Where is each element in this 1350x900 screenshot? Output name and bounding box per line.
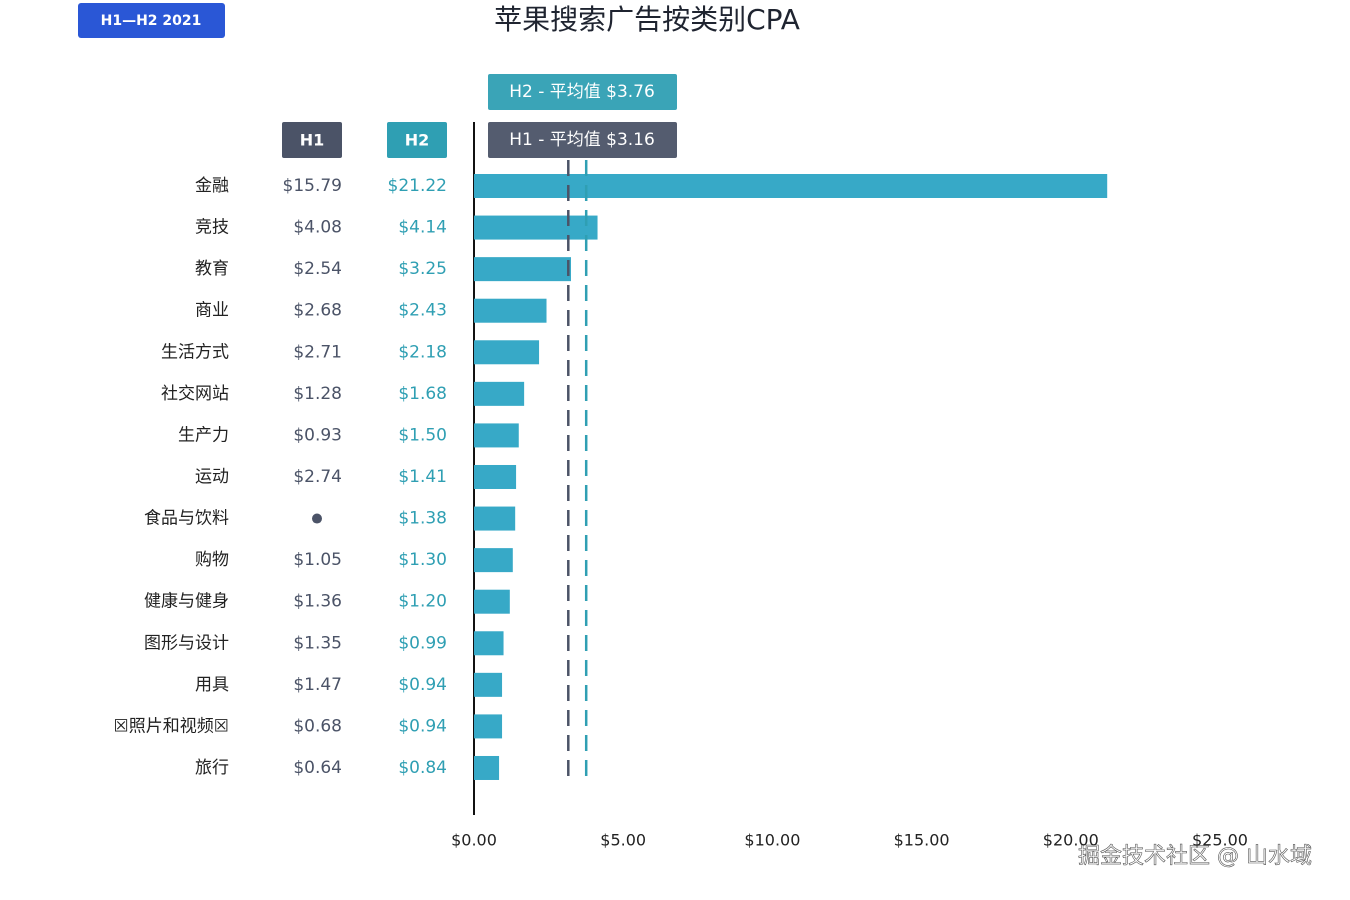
value-label: $1.28 — [293, 384, 342, 404]
bar — [474, 589, 510, 614]
category-label: 健康与健身 — [144, 592, 229, 612]
value-label: $0.93 — [293, 425, 342, 445]
bar — [474, 174, 1108, 198]
value-label: $1.05 — [293, 550, 342, 570]
bar — [474, 257, 571, 282]
category-label: 购物 — [195, 550, 229, 570]
badge: H1—H2 2021 — [101, 13, 202, 29]
value-label: $2.68 — [293, 301, 342, 321]
value-label: $1.41 — [398, 467, 447, 487]
category-label: 食品与饮料 — [144, 509, 229, 529]
missing-value-dot — [312, 513, 322, 524]
value-label: $0.68 — [293, 716, 342, 736]
series-header-box — [387, 122, 447, 158]
legend-entry: H2 — [405, 131, 430, 150]
value-label: $0.94 — [398, 716, 447, 736]
bar — [474, 548, 513, 573]
value-label: $0.94 — [398, 675, 447, 695]
category-label: 运动 — [195, 467, 229, 487]
value-label: $1.20 — [398, 592, 447, 612]
reference-label-box — [488, 122, 677, 158]
bar — [474, 672, 503, 697]
x-tick-label: $5.00 — [600, 831, 646, 850]
x-tick-label: $15.00 — [894, 831, 950, 850]
reference-label-box — [488, 74, 677, 110]
bar — [474, 423, 519, 448]
bar — [474, 506, 516, 531]
value-label: $2.71 — [293, 342, 342, 362]
value-label: $1.38 — [398, 509, 447, 529]
category-label: 生产力 — [178, 425, 229, 445]
bar — [474, 755, 500, 780]
value-label: $21.22 — [388, 176, 447, 196]
watermark: 掘金技术社区 @ 山水域 — [1078, 844, 1312, 869]
category-label: 竞技 — [195, 218, 229, 238]
bar — [474, 464, 517, 489]
value-label: $1.50 — [398, 425, 447, 445]
value-label: $1.30 — [398, 550, 447, 570]
category-label: 生活方式 — [161, 342, 229, 362]
value-label: $2.43 — [398, 301, 447, 321]
value-label: $0.64 — [293, 758, 342, 778]
value-label: $2.18 — [398, 342, 447, 362]
category-label: 教育 — [195, 259, 229, 279]
value-label: $15.79 — [283, 176, 342, 196]
badge-box — [78, 3, 225, 38]
category-label: 金融 — [195, 176, 229, 196]
value-label: $2.54 — [293, 259, 342, 279]
category-label: ☒照片和视频☒ — [114, 716, 229, 736]
x-tick-label: $0.00 — [451, 831, 497, 850]
bar — [474, 631, 504, 656]
category-label: 用具 — [195, 675, 229, 695]
bar — [474, 714, 503, 739]
value-label: $1.36 — [293, 592, 342, 612]
reference-label: H1 - 平均值 $3.16 — [509, 130, 655, 150]
bar — [474, 381, 525, 406]
value-label: $4.14 — [398, 218, 447, 238]
value-label: $0.99 — [398, 633, 447, 653]
legend-entry: H1 — [300, 131, 325, 150]
bar — [474, 298, 547, 323]
x-tick-label: $25.00 — [1192, 831, 1248, 850]
value-label: $2.74 — [293, 467, 342, 487]
value-label: $3.25 — [398, 259, 447, 279]
category-label: 旅行 — [195, 758, 229, 778]
category-label: 社交网站 — [161, 384, 229, 404]
category-label: 商业 — [195, 301, 229, 321]
reference-label: H2 - 平均值 $3.76 — [509, 82, 655, 102]
value-label: $1.68 — [398, 384, 447, 404]
category-label: 图形与设计 — [144, 633, 229, 653]
x-tick-label: $10.00 — [744, 831, 800, 850]
value-label: $1.47 — [293, 675, 342, 695]
bar — [474, 340, 540, 365]
x-tick-label: $20.00 — [1043, 831, 1099, 850]
value-label: $0.84 — [398, 758, 447, 778]
chart-title: 苹果搜索广告按类别CPA — [494, 3, 800, 36]
value-label: $1.35 — [293, 633, 342, 653]
series-header-box — [282, 122, 342, 158]
value-label: $4.08 — [293, 218, 342, 238]
bar — [474, 215, 598, 240]
